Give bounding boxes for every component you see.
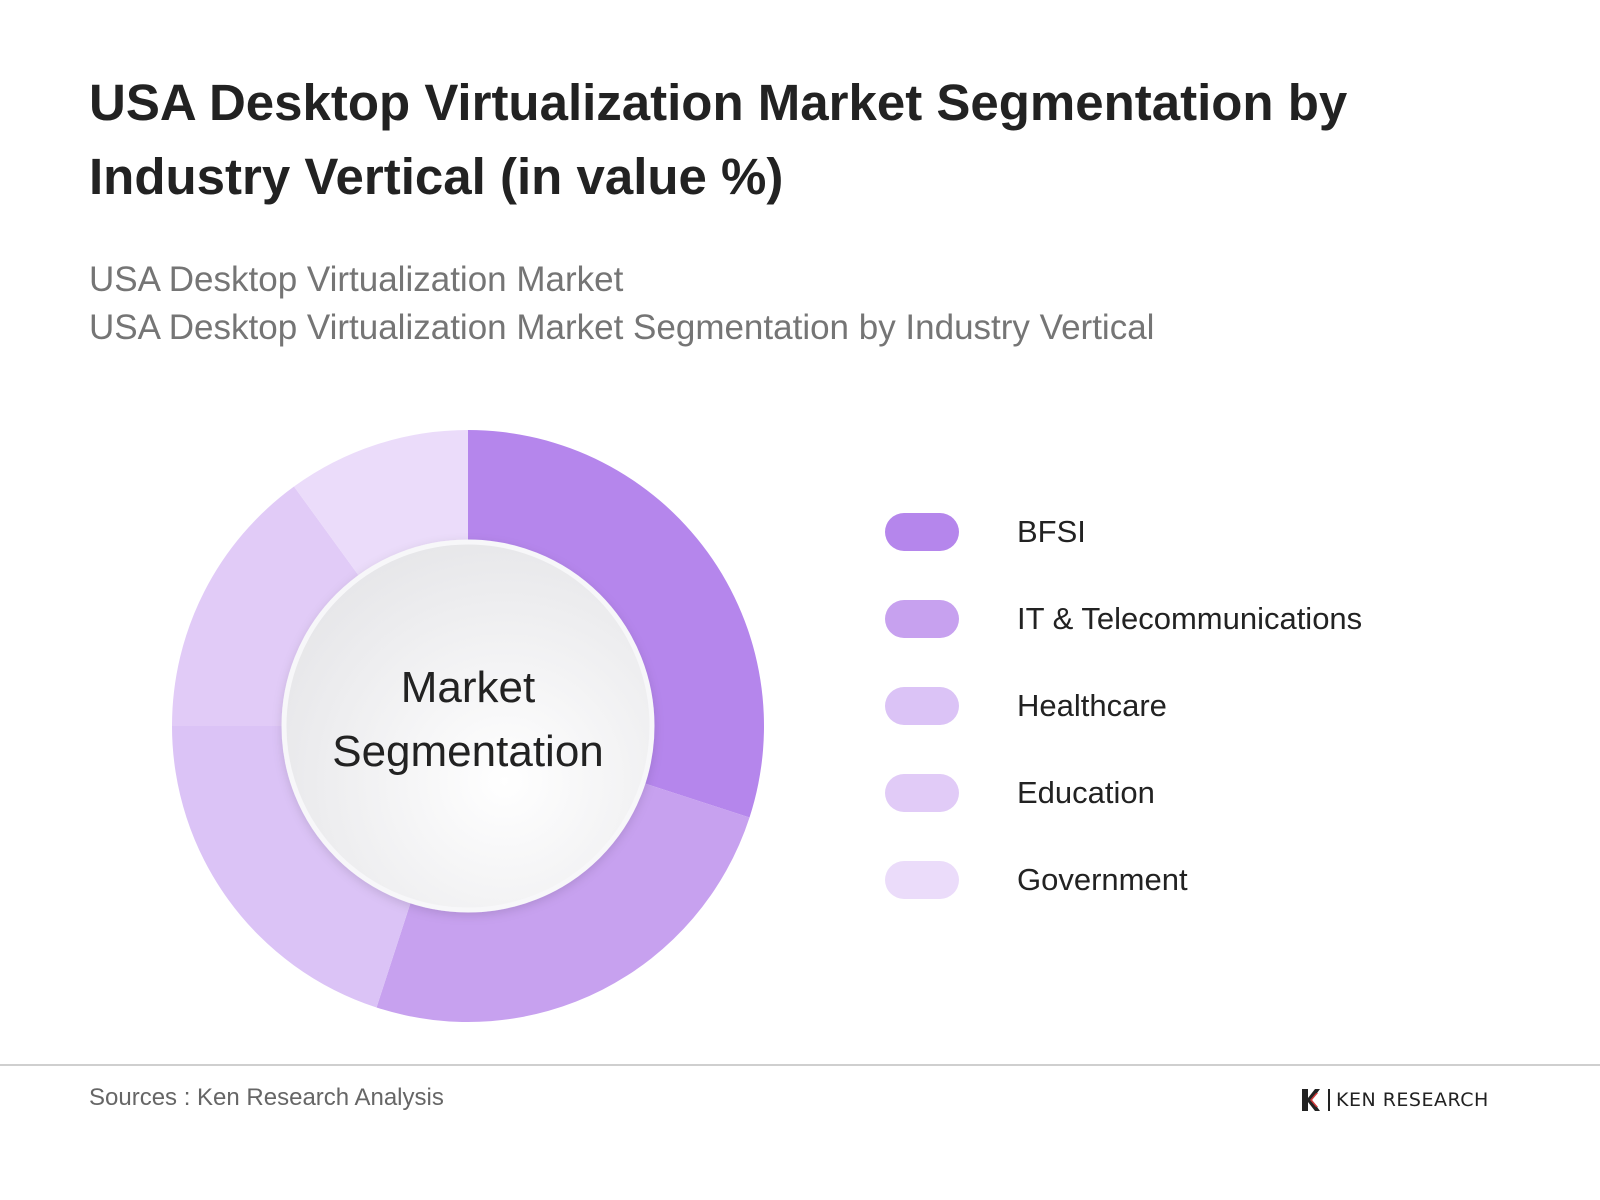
donut-slices — [172, 430, 765, 1022]
source-note: Sources : Ken Research Analysis — [89, 1084, 444, 1111]
legend-label-government: Government — [1017, 862, 1188, 897]
legend-swatch-bfsi — [885, 513, 959, 551]
ken-research-logo: KEN RESEARCH — [1300, 1085, 1489, 1115]
legend-swatch-healthcare — [885, 687, 959, 725]
donut-center-disc — [281, 539, 655, 913]
footer-divider — [0, 1064, 1600, 1066]
legend-item-bfsi: BFSI — [885, 513, 1585, 600]
center-label-line-2: Segmentation — [332, 727, 604, 776]
legend-item-education: Education — [885, 774, 1585, 861]
legend-swatch-it-telecommunications — [885, 600, 959, 638]
donut-slice-government — [294, 430, 468, 576]
donut-slice-education — [172, 486, 359, 726]
legend-label-it-telecommunications: IT & Telecommunications — [1017, 601, 1363, 636]
ken-research-logo-text: KEN RESEARCH — [1336, 1089, 1489, 1111]
ken-research-logo-icon — [1302, 1089, 1320, 1111]
donut-slice-it-telecommunications — [376, 783, 750, 1022]
legend-label-healthcare: Healthcare — [1017, 688, 1167, 723]
center-label-line-1: Market — [400, 663, 536, 712]
donut-center-label: Market Segmentation — [288, 656, 648, 784]
chart-area: Market Segmentation BFSI IT & Telecommuni… — [0, 400, 1600, 1040]
legend-swatch-government — [885, 861, 959, 899]
donut-chart — [172, 430, 765, 1022]
legend-item-healthcare: Healthcare — [885, 687, 1585, 774]
subtitle-line-1: USA Desktop Virtualization Market — [89, 260, 624, 299]
donut-slice-bfsi — [468, 430, 765, 818]
chart-legend: BFSI IT & Telecommunications Healthcare Edu… — [885, 513, 1585, 948]
legend-item-government: Government — [885, 861, 1585, 948]
legend-swatch-education — [885, 774, 959, 812]
legend-label-education: Education — [1017, 775, 1155, 810]
subtitle-line-2: USA Desktop Virtualization Market Segmen… — [89, 308, 1155, 347]
donut-slice-healthcare — [172, 726, 411, 1008]
legend-label-bfsi: BFSI — [1017, 514, 1086, 549]
page-title: USA Desktop Virtualization Market Segmen… — [89, 74, 1348, 205]
logo-separator — [1328, 1089, 1330, 1111]
subtitle: USA Desktop Virtualization Market USA De… — [89, 256, 1489, 352]
legend-item-it-telecommunications: IT & Telecommunications — [885, 600, 1585, 687]
